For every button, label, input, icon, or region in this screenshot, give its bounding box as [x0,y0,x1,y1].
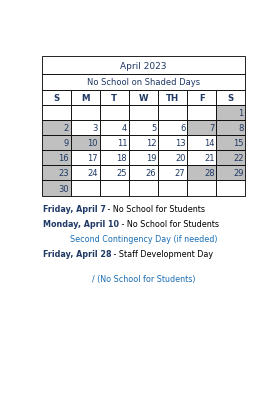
Text: F: F [199,93,205,102]
Text: 22: 22 [233,154,244,163]
Bar [216,166,246,181]
Bar [41,106,71,121]
Bar [187,166,216,181]
Text: 23: 23 [58,169,69,178]
Text: 1: 1 [239,108,244,117]
Bar [71,90,100,106]
Bar [129,106,158,121]
Text: 9: 9 [64,139,69,148]
Bar [216,121,246,136]
Bar [187,136,216,151]
Bar [41,166,71,181]
Bar [100,151,129,166]
Text: 26: 26 [146,169,156,178]
Text: 20: 20 [175,154,185,163]
Bar [41,151,71,166]
Bar [71,166,100,181]
Text: 24: 24 [88,169,98,178]
Bar [187,151,216,166]
Text: 12: 12 [146,139,156,148]
Bar [216,106,246,121]
Text: 21: 21 [204,154,214,163]
Text: 2: 2 [64,124,69,133]
Text: - No School for Students: - No School for Students [119,219,219,228]
Text: 15: 15 [233,139,244,148]
Text: 25: 25 [117,169,127,178]
Bar [100,181,129,196]
Bar [216,181,246,196]
Text: 11: 11 [117,139,127,148]
Bar [158,181,187,196]
Text: 30: 30 [58,184,69,193]
Text: / (No School for Students): / (No School for Students) [92,274,195,283]
Bar [100,106,129,121]
Text: - Staff Development Day: - Staff Development Day [111,249,213,258]
Bar [187,181,216,196]
Bar [158,136,187,151]
Bar [41,57,246,75]
Bar [41,181,71,196]
Text: 19: 19 [146,154,156,163]
Bar [129,136,158,151]
Text: 13: 13 [175,139,185,148]
Bar [129,121,158,136]
Text: 29: 29 [233,169,244,178]
Text: April 2023: April 2023 [120,62,167,71]
Bar [158,166,187,181]
Bar [71,136,100,151]
Bar [100,136,129,151]
Bar [71,106,100,121]
Text: 17: 17 [87,154,98,163]
Bar [41,136,71,151]
Bar [100,90,129,106]
Text: M: M [81,93,90,102]
Bar [129,181,158,196]
Text: No School on Shaded Days: No School on Shaded Days [87,78,200,87]
Bar [71,181,100,196]
Text: 5: 5 [151,124,156,133]
Text: TH: TH [166,93,179,102]
Bar [158,90,187,106]
Text: W: W [139,93,148,102]
Text: Monday, April 10: Monday, April 10 [43,219,119,228]
Bar [129,166,158,181]
Bar [187,106,216,121]
Text: 14: 14 [204,139,214,148]
Text: S: S [228,93,234,102]
Text: Friday, April 28: Friday, April 28 [43,249,111,258]
Text: 6: 6 [180,124,185,133]
Bar [100,166,129,181]
Text: 18: 18 [116,154,127,163]
Bar [41,90,71,106]
Text: - No School for Students: - No School for Students [106,204,206,213]
Text: T: T [111,93,117,102]
Text: 8: 8 [238,124,244,133]
Text: Second Contingency Day (if needed): Second Contingency Day (if needed) [70,234,217,243]
Bar [216,151,246,166]
Bar [158,121,187,136]
Bar [158,106,187,121]
Text: 28: 28 [204,169,214,178]
Bar [187,121,216,136]
Text: 4: 4 [122,124,127,133]
Bar [71,121,100,136]
Bar [129,151,158,166]
Bar [158,151,187,166]
Text: 3: 3 [93,124,98,133]
Text: 27: 27 [175,169,185,178]
Bar [71,151,100,166]
Text: Friday, April 7: Friday, April 7 [43,204,106,213]
Bar [41,75,246,90]
Bar [187,90,216,106]
Text: 7: 7 [209,124,214,133]
Bar [216,136,246,151]
Text: S: S [53,93,59,102]
Text: 16: 16 [58,154,69,163]
Bar [100,121,129,136]
Bar [216,90,246,106]
Bar [129,90,158,106]
Bar [41,121,71,136]
Text: 10: 10 [88,139,98,148]
